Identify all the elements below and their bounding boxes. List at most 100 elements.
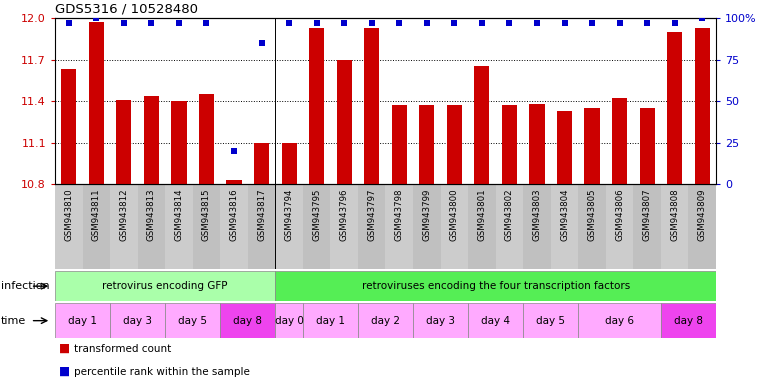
Point [145, 20, 158, 26]
Bar [55, 303, 110, 338]
Bar [303, 184, 330, 269]
Text: GSM943817: GSM943817 [257, 189, 266, 241]
Text: day 6: day 6 [605, 316, 634, 326]
Bar [578, 184, 606, 269]
Bar [110, 303, 165, 338]
Text: day 8: day 8 [234, 316, 263, 326]
Bar [606, 184, 633, 269]
Bar [530, 104, 545, 184]
Text: GSM943805: GSM943805 [587, 189, 597, 241]
Bar [386, 184, 413, 269]
Bar [524, 184, 551, 269]
Text: day 5: day 5 [178, 316, 207, 326]
Bar [468, 303, 524, 338]
Text: time: time [1, 316, 26, 326]
Bar [282, 142, 297, 184]
Text: ■: ■ [59, 365, 70, 378]
Bar [633, 184, 661, 269]
Bar [501, 105, 517, 184]
Bar [695, 28, 710, 184]
Bar [165, 303, 220, 338]
Bar [199, 94, 214, 184]
Bar [468, 184, 495, 269]
Text: GSM943809: GSM943809 [698, 189, 707, 241]
Bar [495, 184, 524, 269]
Text: day 4: day 4 [481, 316, 510, 326]
Bar [557, 111, 572, 184]
Bar [248, 184, 275, 269]
Text: GSM943808: GSM943808 [670, 189, 679, 241]
Bar [227, 180, 241, 184]
Bar [275, 271, 716, 301]
Text: GDS5316 / 10528480: GDS5316 / 10528480 [55, 2, 198, 15]
Text: percentile rank within the sample: percentile rank within the sample [74, 367, 250, 377]
Bar [667, 32, 683, 184]
Point [283, 20, 295, 26]
Bar [330, 184, 358, 269]
Text: GSM943795: GSM943795 [312, 189, 321, 241]
Bar [193, 184, 220, 269]
Point [173, 20, 185, 26]
Text: GSM943807: GSM943807 [642, 189, 651, 241]
Bar [524, 303, 578, 338]
Text: infection: infection [1, 281, 49, 291]
Bar [358, 184, 386, 269]
Bar [578, 303, 661, 338]
Text: GSM943802: GSM943802 [505, 189, 514, 241]
Text: GSM943812: GSM943812 [119, 189, 129, 241]
Text: day 1: day 1 [68, 316, 97, 326]
Bar [138, 184, 165, 269]
Text: GSM943799: GSM943799 [422, 189, 431, 241]
Point [641, 20, 653, 26]
Text: transformed count: transformed count [74, 344, 171, 354]
Bar [220, 184, 248, 269]
Point [421, 20, 433, 26]
Point [200, 20, 212, 26]
Point [256, 40, 268, 46]
Text: GSM943801: GSM943801 [477, 189, 486, 241]
Bar [413, 184, 441, 269]
Text: day 5: day 5 [537, 316, 565, 326]
Point [531, 20, 543, 26]
Point [476, 20, 488, 26]
Bar [612, 98, 627, 184]
Text: GSM943794: GSM943794 [285, 189, 294, 241]
Bar [116, 100, 132, 184]
Text: GSM943816: GSM943816 [230, 189, 238, 241]
Text: day 1: day 1 [316, 316, 345, 326]
Bar [61, 69, 76, 184]
Bar [639, 108, 654, 184]
Bar [689, 184, 716, 269]
Text: day 3: day 3 [426, 316, 455, 326]
Point [559, 20, 571, 26]
Bar [413, 303, 468, 338]
Bar [551, 184, 578, 269]
Point [62, 20, 75, 26]
Bar [441, 184, 468, 269]
Bar [661, 184, 689, 269]
Text: day 0: day 0 [275, 316, 304, 326]
Bar [309, 28, 324, 184]
Text: day 8: day 8 [674, 316, 703, 326]
Bar [55, 184, 82, 269]
Bar [254, 142, 269, 184]
Bar [392, 105, 407, 184]
Point [228, 148, 240, 154]
Text: GSM943815: GSM943815 [202, 189, 211, 241]
Point [365, 20, 377, 26]
Bar [419, 105, 435, 184]
Point [613, 20, 626, 26]
Text: GSM943798: GSM943798 [395, 189, 404, 241]
Bar [303, 303, 358, 338]
Text: day 3: day 3 [123, 316, 152, 326]
Point [338, 20, 350, 26]
Point [118, 20, 130, 26]
Bar [165, 184, 193, 269]
Bar [144, 96, 159, 184]
Bar [275, 303, 303, 338]
Bar [89, 22, 104, 184]
Bar [584, 108, 600, 184]
Point [503, 20, 515, 26]
Text: GSM943814: GSM943814 [174, 189, 183, 241]
Bar [275, 184, 303, 269]
